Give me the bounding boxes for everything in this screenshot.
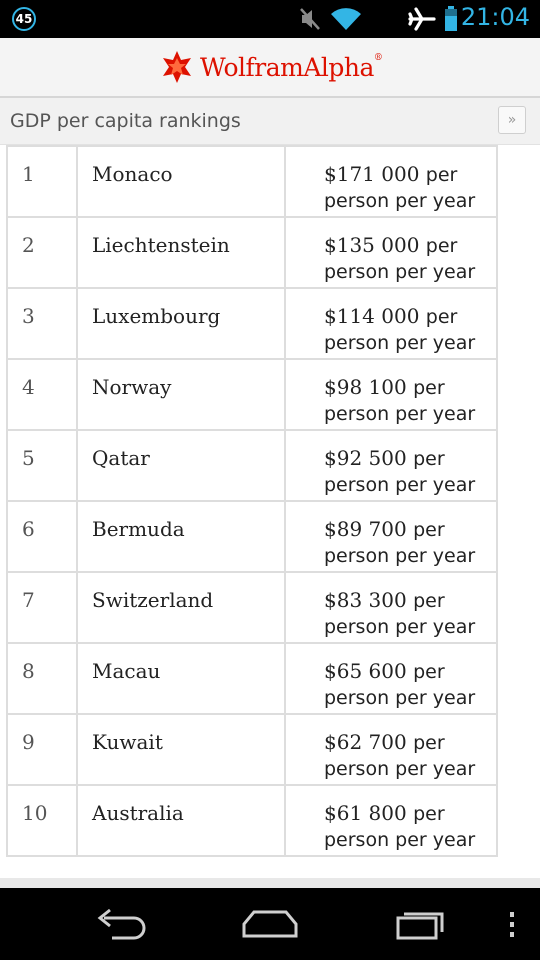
rank-cell: 3 <box>6 287 78 360</box>
table-row: 9 Kuwait $62 700 per person per year <box>6 713 498 786</box>
country-cell: Monaco <box>76 145 286 218</box>
country-cell: Luxembourg <box>76 287 286 360</box>
rank-number: 10 <box>22 801 48 825</box>
gdp-value: $62 700 per person per year <box>324 730 476 780</box>
back-icon[interactable] <box>90 906 150 942</box>
country-cell: Qatar <box>76 429 286 502</box>
table-row: 4 Norway $98 100 per person per year <box>6 358 498 431</box>
airplane-icon <box>408 7 436 31</box>
rank-cell: 6 <box>6 500 78 573</box>
gdp-cell: $62 700 per person per year <box>284 713 498 786</box>
rank-number: 7 <box>22 588 35 612</box>
gdp-cell: $135 000 per person per year <box>284 216 498 289</box>
rank-number: 4 <box>22 375 35 399</box>
gdp-value: $98 100 per person per year <box>324 375 476 425</box>
pod-title-bar: GDP per capita rankings » <box>0 98 540 145</box>
gdp-cell: $89 700 per person per year <box>284 500 498 573</box>
status-bar: 45 21:04 <box>0 0 540 38</box>
rank-cell: 5 <box>6 429 78 502</box>
app-header: WolframAlpha® <box>0 38 540 98</box>
country-name: Australia <box>92 801 184 825</box>
rankings-table: 1 Monaco $171 000 per person per year 2 Liech… <box>6 145 498 857</box>
gdp-value: $114 000 per person per year <box>324 304 476 354</box>
gdp-value: $92 500 per person per year <box>324 446 476 496</box>
rank-cell: 7 <box>6 571 78 644</box>
country-cell: Bermuda <box>76 500 286 573</box>
rank-number: 5 <box>22 446 35 470</box>
country-cell: Australia <box>76 784 286 857</box>
gdp-value: $135 000 per person per year <box>324 233 476 283</box>
gdp-value: $61 800 per person per year <box>324 801 476 851</box>
battery-icon <box>445 6 457 31</box>
rank-cell: 4 <box>6 358 78 431</box>
notification-badge-icon[interactable]: 45 <box>12 7 36 31</box>
table-row: 7 Switzerland $83 300 per person per year <box>6 571 498 644</box>
rank-cell: 9 <box>6 713 78 786</box>
rank-cell: 8 <box>6 642 78 715</box>
more-button[interactable]: » <box>498 106 526 134</box>
gdp-cell: $171 000 per person per year <box>284 145 498 218</box>
spikey-icon <box>163 51 191 83</box>
double-chevron-right-icon: » <box>507 112 517 128</box>
wolframalpha-logo[interactable]: WolframAlpha® <box>160 50 383 84</box>
country-name: Norway <box>92 375 172 399</box>
gdp-value: $89 700 per person per year <box>324 517 476 567</box>
rank-number: 1 <box>22 162 35 186</box>
gdp-cell: $92 500 per person per year <box>284 429 498 502</box>
navigation-bar <box>0 888 540 960</box>
country-cell: Macau <box>76 642 286 715</box>
gdp-cell: $61 800 per person per year <box>284 784 498 857</box>
table-row: 6 Bermuda $89 700 per person per year <box>6 500 498 573</box>
mute-icon <box>300 8 320 30</box>
country-name: Monaco <box>92 162 173 186</box>
home-icon[interactable] <box>240 906 300 942</box>
content-bottom <box>0 878 540 888</box>
country-name: Luxembourg <box>92 304 221 328</box>
rank-number: 2 <box>22 233 35 257</box>
rank-number: 3 <box>22 304 35 328</box>
country-cell: Norway <box>76 358 286 431</box>
country-cell: Kuwait <box>76 713 286 786</box>
gdp-value: $65 600 per person per year <box>324 659 476 709</box>
clock: 21:04 <box>460 3 530 31</box>
logo-text: WolframAlpha® <box>200 52 383 82</box>
gdp-cell: $114 000 per person per year <box>284 287 498 360</box>
table-row: 5 Qatar $92 500 per person per year <box>6 429 498 502</box>
table-row: 10 Australia $61 800 per person per year <box>6 784 498 857</box>
gdp-value: $171 000 per person per year <box>324 162 476 212</box>
country-name: Bermuda <box>92 517 185 541</box>
overflow-menu-icon[interactable] <box>506 906 518 942</box>
rank-number: 8 <box>22 659 35 683</box>
pod-title: GDP per capita rankings <box>10 110 241 132</box>
gdp-cell: $98 100 per person per year <box>284 358 498 431</box>
wifi-icon <box>331 8 361 31</box>
country-name: Switzerland <box>92 588 214 612</box>
rank-number: 9 <box>22 730 35 754</box>
recent-apps-icon[interactable] <box>392 906 452 942</box>
country-name: Liechtenstein <box>92 233 230 257</box>
table-row: 3 Luxembourg $114 000 per person per year <box>6 287 498 360</box>
table-row: 2 Liechtenstein $135 000 per person per yea… <box>6 216 498 289</box>
country-name: Qatar <box>92 446 150 470</box>
table-row: 8 Macau $65 600 per person per year <box>6 642 498 715</box>
country-cell: Switzerland <box>76 571 286 644</box>
gdp-value: $83 300 per person per year <box>324 588 476 638</box>
table-row: 1 Monaco $171 000 per person per year <box>6 145 498 218</box>
country-cell: Liechtenstein <box>76 216 286 289</box>
gdp-cell: $65 600 per person per year <box>284 642 498 715</box>
rank-cell: 1 <box>6 145 78 218</box>
country-name: Kuwait <box>92 730 163 754</box>
rank-cell: 10 <box>6 784 78 857</box>
country-name: Macau <box>92 659 161 683</box>
rank-cell: 2 <box>6 216 78 289</box>
gdp-cell: $83 300 per person per year <box>284 571 498 644</box>
rank-number: 6 <box>22 517 35 541</box>
